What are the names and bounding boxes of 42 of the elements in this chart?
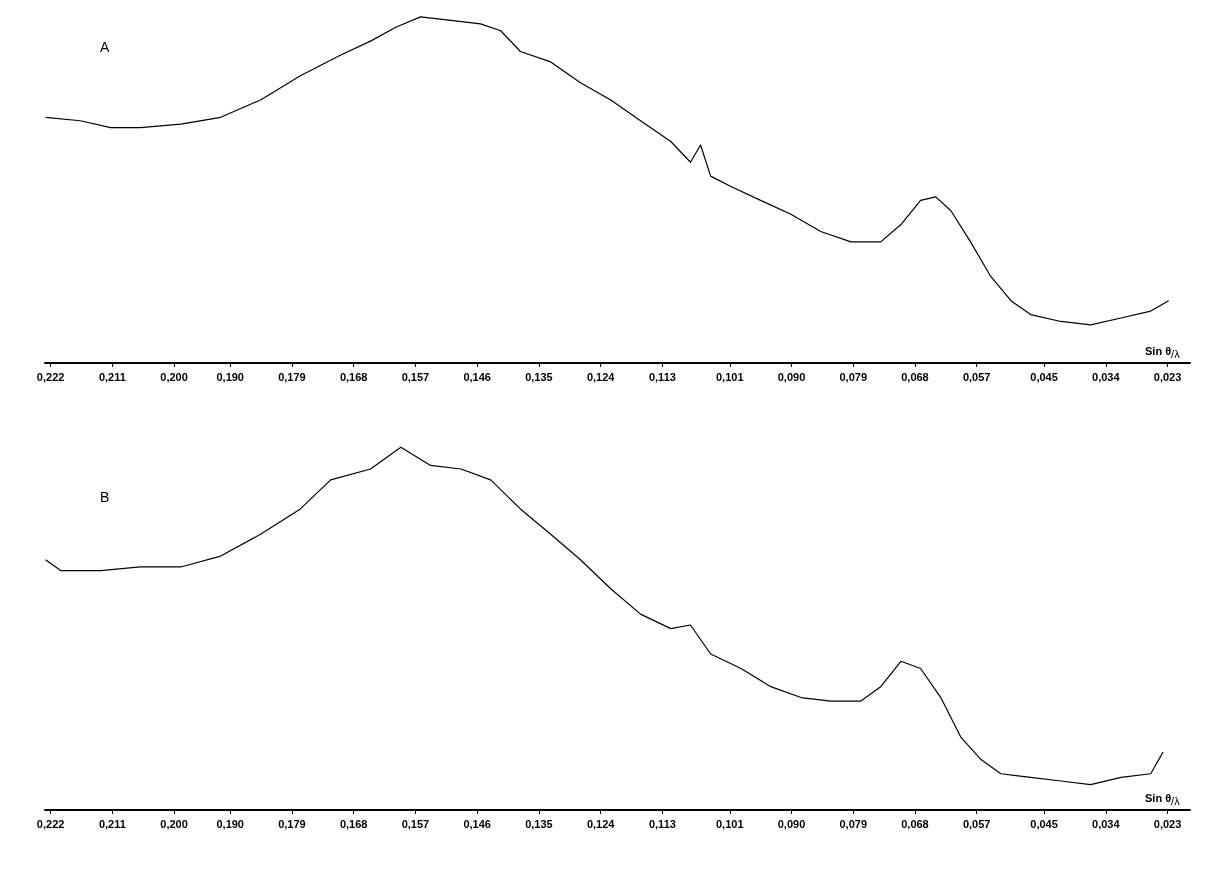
x-tick-label: 0,146 <box>463 817 491 830</box>
x-tick-label: 0,135 <box>525 370 553 383</box>
x-tick-label: 0,079 <box>839 370 867 383</box>
x-tick-label: 0,034 <box>1092 817 1121 830</box>
x-tick-label: 0,101 <box>715 817 744 830</box>
x-tick-label: 0,135 <box>525 817 553 830</box>
x-tick-label: 0,113 <box>648 817 676 830</box>
x-tick-label: 0,068 <box>901 817 929 830</box>
text: B <box>100 489 110 505</box>
x-tick-label: 0,057 <box>962 817 991 830</box>
x-tick-label: 0,168 <box>339 817 368 830</box>
x-tick-label: 0,190 <box>216 370 244 383</box>
x-tick-label: 0,079 <box>839 817 867 830</box>
x-tick-label: 0,157 <box>401 370 430 383</box>
x-tick-label: 0,222 <box>36 817 65 830</box>
x-tick-label: 0,090 <box>777 370 806 383</box>
x-axis-title: Sin θ/λ <box>1144 345 1181 360</box>
x-tick-label: 0,211 <box>98 817 126 830</box>
x-tick-label: 0,157 <box>401 817 430 830</box>
x-tick-label: 0,090 <box>777 817 806 830</box>
x-tick-label: 0,222 <box>36 370 65 383</box>
x-tick-label: 0,146 <box>463 370 491 383</box>
x-axis-title: Sin θ/λ <box>1144 792 1181 807</box>
text: A <box>100 39 110 55</box>
x-tick-label: 0,190 <box>216 817 244 830</box>
x-tick-label: 0,124 <box>586 817 616 830</box>
x-tick-label: 0,045 <box>1030 817 1058 830</box>
x-tick-label: 0,023 <box>1153 817 1182 830</box>
x-tick-label: 0,211 <box>98 370 126 383</box>
x-tick-label: 0,179 <box>278 817 306 830</box>
x-tick-label: 0,034 <box>1092 370 1121 383</box>
x-tick-label: 0,068 <box>901 370 929 383</box>
x-tick-label: 0,124 <box>586 370 616 383</box>
x-tick-label: 0,057 <box>962 370 991 383</box>
x-tick-label: 0,045 <box>1030 370 1058 383</box>
x-tick-label: 0,179 <box>278 370 306 383</box>
x-tick-label: 0,168 <box>339 370 368 383</box>
x-tick-label: 0,101 <box>715 370 744 383</box>
x-tick-label: 0,023 <box>1153 370 1182 383</box>
x-tick-label: 0,200 <box>160 370 188 383</box>
x-tick-label: 0,200 <box>160 817 188 830</box>
x-tick-label: 0,113 <box>648 370 676 383</box>
